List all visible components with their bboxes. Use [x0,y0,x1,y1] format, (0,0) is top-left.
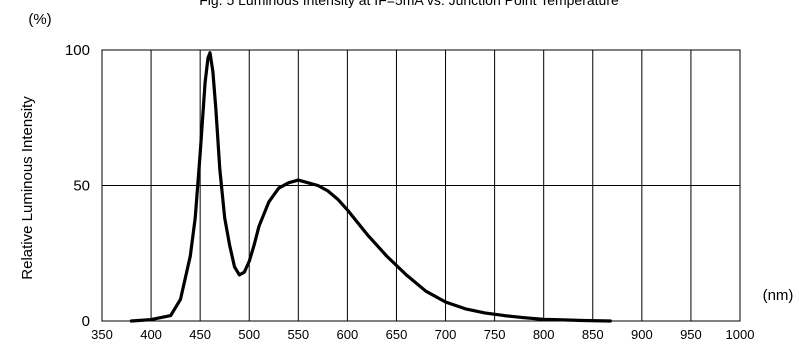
x-tick-label: 950 [680,327,702,342]
x-tick-label: 1000 [726,327,755,342]
x-tick-label: 650 [386,327,408,342]
x-tick-label: 500 [238,327,260,342]
y-tick-labels: 0 50 100 [65,42,90,330]
x-tick-label: 600 [337,327,359,342]
x-tick-label: 700 [435,327,457,342]
y-tick-label: 100 [65,42,90,59]
x-tick-label: 350 [91,327,113,342]
x-tick-label: 850 [582,327,604,342]
x-tick-label: 800 [533,327,555,342]
plot-frame [101,49,741,322]
y-axis-unit: (%) [28,11,51,28]
x-tick-label: 450 [189,327,211,342]
y-tick-label: 50 [73,178,90,195]
x-tick-label: 400 [140,327,162,342]
x-tick-label: 900 [631,327,653,342]
series-line [129,51,612,323]
x-tick-label: 750 [484,327,506,342]
x-tick-labels: 350 400 450 500 550 600 650 700 750 800 850 900 950 1… [91,327,754,342]
y-tick-label: 0 [82,313,90,330]
y-axis-label: Relative Luminous Intensity [19,96,36,280]
chart-title: Fig. 5 Luminous Intensity at IF=5mA vs. … [199,0,619,8]
x-axis-unit: (nm) [763,287,794,304]
gridlines [102,50,740,321]
x-tick-label: 550 [287,327,309,342]
